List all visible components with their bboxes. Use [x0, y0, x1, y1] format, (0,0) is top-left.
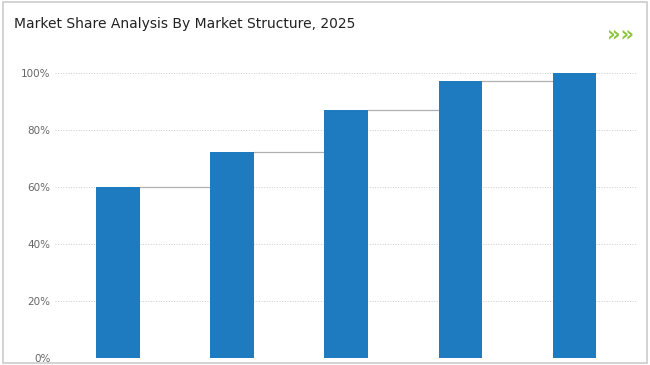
Text: Market Share Analysis By Market Structure, 2025: Market Share Analysis By Market Structur… [14, 17, 356, 31]
Text: »»: »» [606, 24, 634, 45]
Bar [439, 81, 482, 358]
Bar [324, 110, 368, 358]
Bar [211, 153, 254, 358]
Bar [552, 73, 596, 358]
Bar [96, 187, 140, 358]
